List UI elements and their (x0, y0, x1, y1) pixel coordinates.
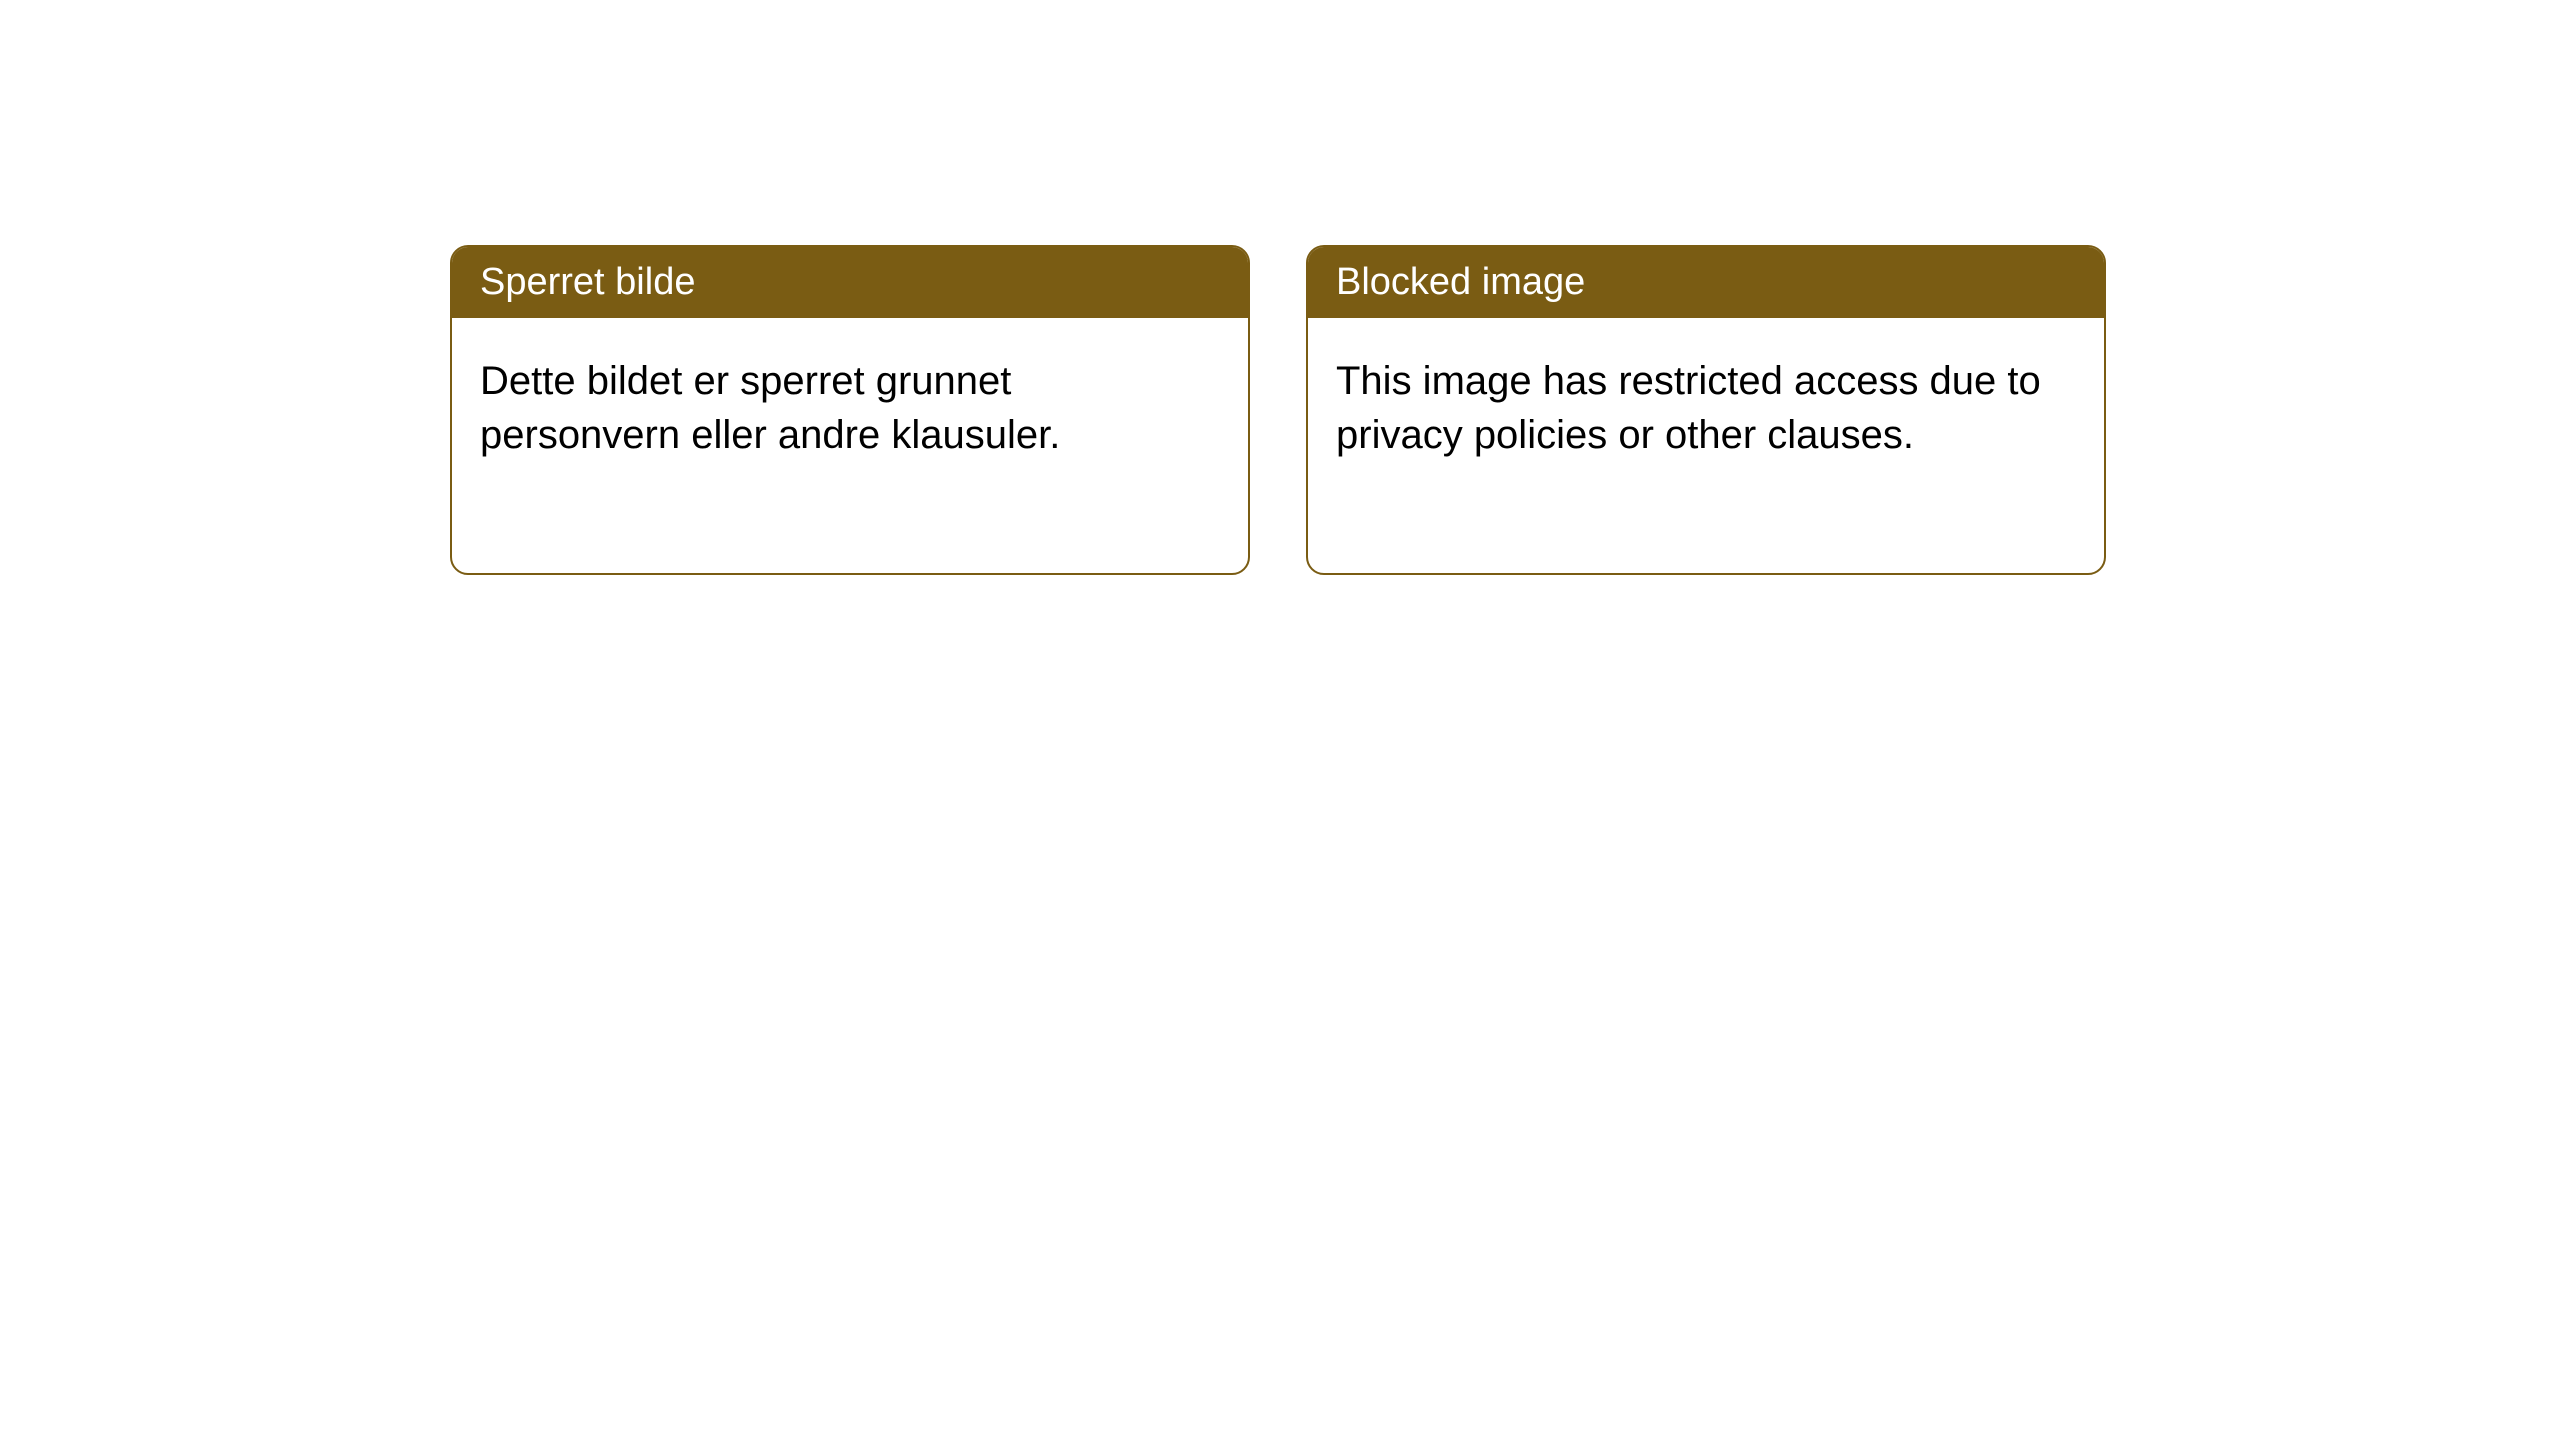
notice-body: Dette bildet er sperret grunnet personve… (452, 318, 1248, 498)
notice-box-english: Blocked image This image has restricted … (1306, 245, 2106, 575)
notice-header: Blocked image (1308, 247, 2104, 318)
notice-container: Sperret bilde Dette bildet er sperret gr… (450, 245, 2106, 575)
notice-body: This image has restricted access due to … (1308, 318, 2104, 498)
notice-box-norwegian: Sperret bilde Dette bildet er sperret gr… (450, 245, 1250, 575)
notice-header: Sperret bilde (452, 247, 1248, 318)
